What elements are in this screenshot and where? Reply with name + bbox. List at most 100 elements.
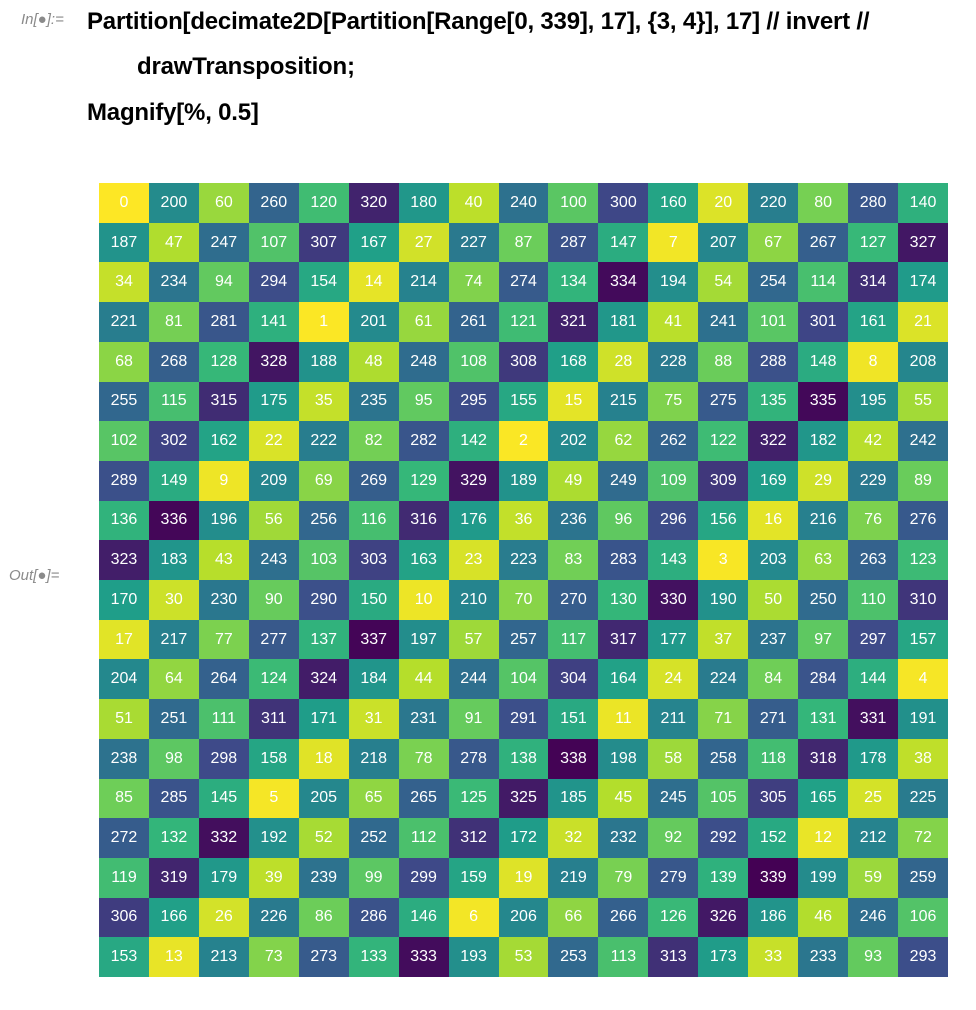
grid-cell: 184 — [348, 659, 399, 700]
grid-cell: 234 — [148, 262, 199, 303]
grid-cell: 317 — [598, 619, 649, 660]
grid-cell: 331 — [848, 699, 899, 739]
grid-cell: 55 — [898, 381, 948, 422]
grid-cell: 164 — [598, 659, 649, 700]
grid-cell: 22 — [248, 421, 299, 461]
grid-cell: 34 — [99, 262, 149, 303]
grid-cell: 29 — [798, 460, 849, 501]
grid-cell: 277 — [248, 619, 299, 660]
grid-cell: 296 — [648, 500, 699, 541]
grid-cell: 195 — [848, 381, 899, 422]
grid-cell: 325 — [498, 778, 549, 819]
grid-cell: 249 — [598, 460, 649, 501]
grid-cell: 86 — [298, 897, 349, 938]
grid-cell: 173 — [698, 937, 749, 977]
grid-cell: 264 — [198, 659, 249, 700]
grid-cell: 183 — [148, 540, 199, 580]
grid-cell: 261 — [448, 302, 499, 342]
grid-cell: 108 — [448, 341, 499, 382]
grid-cell: 170 — [99, 580, 149, 620]
grid-cell: 222 — [298, 421, 349, 461]
grid-cell: 250 — [798, 580, 849, 620]
grid-cell: 132 — [148, 818, 199, 858]
grid-cell: 94 — [198, 262, 249, 303]
grid-cell: 116 — [348, 500, 399, 541]
grid-cell: 131 — [798, 699, 849, 739]
grid-cell: 45 — [598, 778, 649, 819]
grid-cell: 231 — [398, 699, 449, 739]
grid-cell: 52 — [298, 818, 349, 858]
grid-cell: 224 — [698, 659, 749, 700]
grid-cell: 298 — [198, 738, 249, 779]
grid-cell: 242 — [898, 421, 948, 461]
grid-cell: 163 — [398, 540, 449, 580]
grid-cell: 62 — [598, 421, 649, 461]
grid-cell: 311 — [248, 699, 299, 739]
grid-cell: 93 — [848, 937, 899, 977]
grid-cell: 326 — [698, 897, 749, 938]
grid-cell: 171 — [298, 699, 349, 739]
grid-cell: 226 — [248, 897, 299, 938]
grid-cell: 106 — [898, 897, 948, 938]
grid-cell: 142 — [448, 421, 499, 461]
grid-cell: 105 — [698, 778, 749, 819]
grid-cell: 201 — [348, 302, 399, 342]
grid-cell: 301 — [798, 302, 849, 342]
grid-cell: 329 — [448, 460, 499, 501]
grid-cell: 43 — [198, 540, 249, 580]
grid-cell: 238 — [99, 738, 149, 779]
grid-cell: 196 — [198, 500, 249, 541]
grid-cell: 88 — [698, 341, 749, 382]
grid-cell: 166 — [148, 897, 199, 938]
grid-cell: 285 — [148, 778, 199, 819]
grid-cell: 198 — [598, 738, 649, 779]
input-code-line-2[interactable]: drawTransposition; — [137, 53, 355, 80]
grid-cell: 246 — [848, 897, 899, 938]
grid-cell: 89 — [898, 460, 948, 501]
grid-cell: 137 — [298, 619, 349, 660]
grid-cell: 316 — [398, 500, 449, 541]
grid-cell: 148 — [798, 341, 849, 382]
grid-cell: 218 — [348, 738, 399, 779]
input-code-line-3[interactable]: Magnify[%, 0.5] — [87, 99, 259, 126]
grid-cell: 333 — [398, 937, 449, 977]
grid-cell: 81 — [148, 302, 199, 342]
grid-cell: 236 — [548, 500, 599, 541]
grid-cell: 68 — [99, 341, 149, 382]
grid-cell: 21 — [898, 302, 948, 342]
grid-cell: 69 — [298, 460, 349, 501]
grid-cell: 227 — [448, 222, 499, 263]
grid-cell: 202 — [548, 421, 599, 461]
grid-cell: 14 — [348, 262, 399, 303]
grid-cell: 321 — [548, 302, 599, 342]
grid-cell: 113 — [598, 937, 649, 977]
grid-cell: 156 — [698, 500, 749, 541]
grid-cell: 270 — [548, 580, 599, 620]
grid-cell: 67 — [748, 222, 799, 263]
grid-cell: 44 — [398, 659, 449, 700]
grid-cell: 223 — [498, 540, 549, 580]
grid-cell: 0 — [99, 183, 149, 223]
grid-cell: 101 — [748, 302, 799, 342]
grid-cell: 286 — [348, 897, 399, 938]
grid-cell: 49 — [548, 460, 599, 501]
grid-cell: 70 — [498, 580, 549, 620]
grid-cell: 78 — [398, 738, 449, 779]
grid-cell: 19 — [498, 857, 549, 898]
grid-cell: 36 — [498, 500, 549, 541]
grid-cell: 255 — [99, 381, 149, 422]
grid-cell: 273 — [298, 937, 349, 977]
grid-cell: 41 — [648, 302, 699, 342]
grid-cell: 187 — [99, 222, 149, 263]
grid-cell: 177 — [648, 619, 699, 660]
input-code-line-1[interactable]: Partition[decimate2D[Partition[Range[0, … — [87, 8, 870, 35]
grid-cell: 212 — [848, 818, 899, 858]
grid-cell: 16 — [748, 500, 799, 541]
grid-cell: 312 — [448, 818, 499, 858]
grid-cell: 220 — [748, 183, 799, 223]
grid-cell: 203 — [748, 540, 799, 580]
grid-cell: 266 — [598, 897, 649, 938]
grid-cell: 288 — [748, 341, 799, 382]
grid-cell: 124 — [248, 659, 299, 700]
grid-cell: 158 — [248, 738, 299, 779]
